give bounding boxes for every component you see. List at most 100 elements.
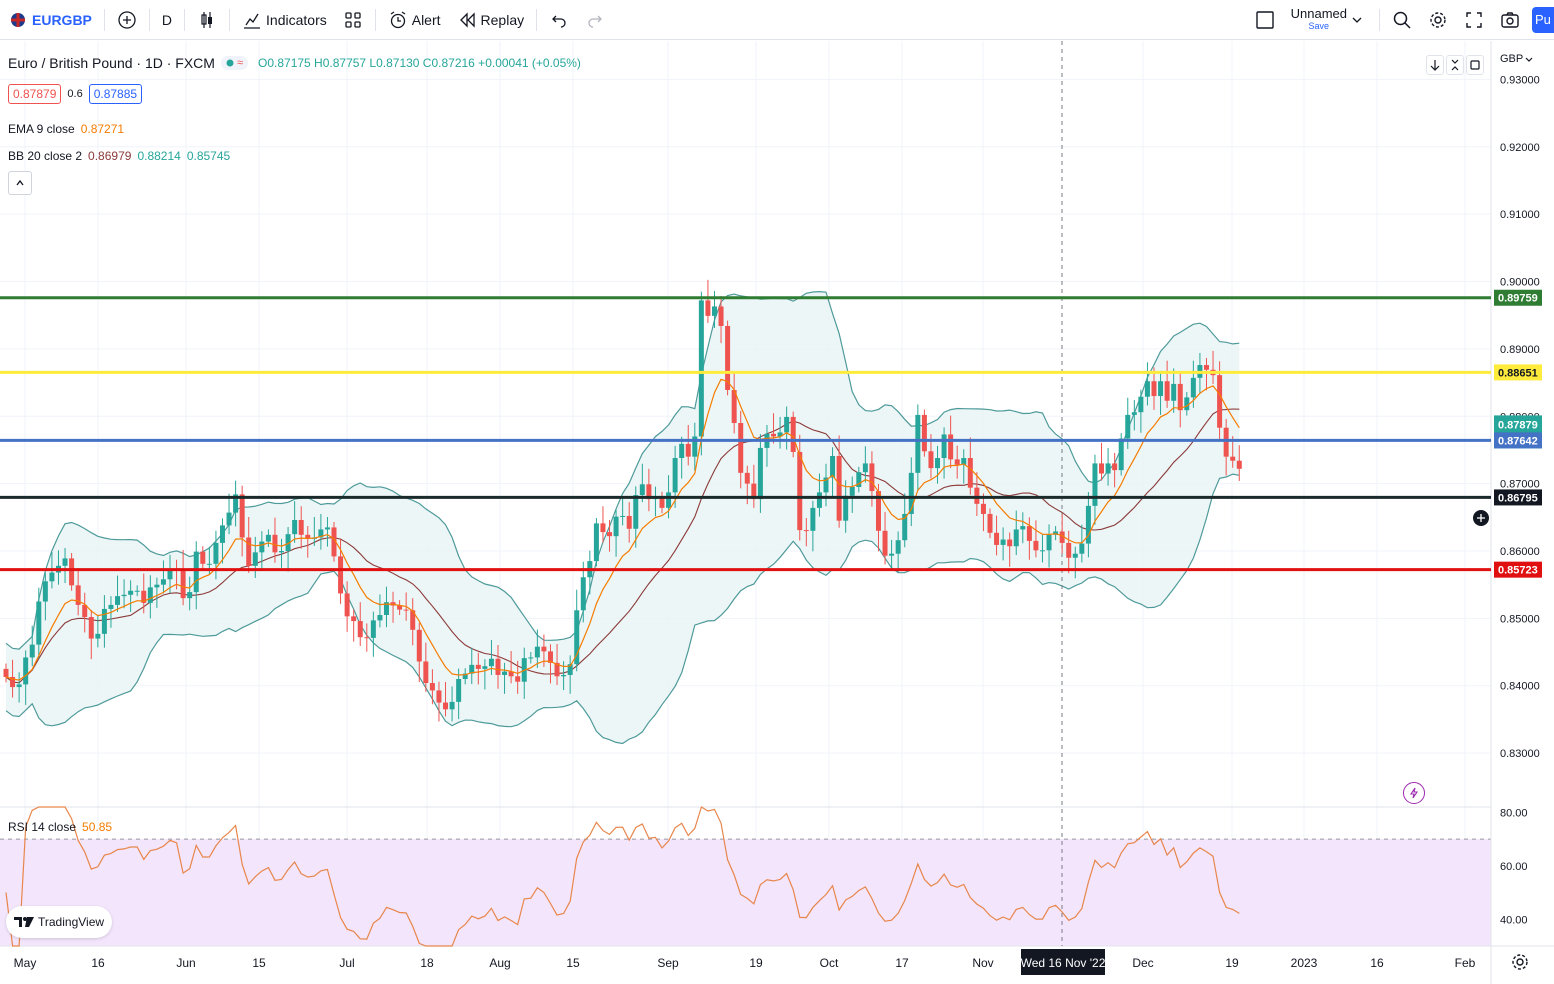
replay-label: Replay [480, 11, 525, 28]
candle-body [672, 458, 678, 493]
candle-body [226, 512, 232, 526]
currency-selector[interactable]: GBP [1500, 53, 1533, 65]
chart-canvas[interactable]: 0.930000.920000.910000.900000.890000.880… [0, 41, 1554, 984]
layout-name-button[interactable]: Unnamed Save [1283, 0, 1375, 40]
settings-button[interactable] [1420, 0, 1456, 40]
candle-body [1112, 463, 1118, 471]
candle-body [233, 494, 239, 513]
candle-body [62, 558, 68, 566]
green-line-label-text: 0.89759 [1498, 293, 1538, 305]
time-axis[interactable]: May 16 Jun 15 Jul 18 Aug 15 Sep 19 Oct 17 Nov Dec 19 20… [14, 949, 1476, 975]
ema-legend[interactable]: EMA 9 close 0.87271 [8, 122, 124, 136]
price-tick-label: 0.84000 [1500, 681, 1540, 693]
publish-button[interactable]: Pu [1532, 7, 1554, 33]
time-tick-label: Oct [820, 956, 839, 970]
candle-body [193, 551, 199, 593]
candle-body [370, 620, 376, 638]
replay-button[interactable]: Replay [449, 0, 533, 40]
maximize-pane-button[interactable] [1466, 55, 1484, 75]
candle-body [711, 306, 717, 316]
ema-line [5, 378, 1240, 681]
price-tick-label: 0.87000 [1500, 479, 1540, 491]
candle-body [725, 325, 731, 390]
candle-body [528, 657, 534, 659]
time-axis-settings-button[interactable] [1510, 952, 1530, 975]
divider [374, 8, 376, 31]
candle-body [679, 443, 685, 459]
candle-body [383, 602, 389, 615]
buy-button[interactable]: 0.87885 [88, 84, 143, 104]
redo-button[interactable] [577, 0, 613, 40]
tradingview-label: TradingView [38, 915, 105, 929]
candle-body [1059, 531, 1065, 543]
rsi-axis[interactable]: 80.00 60.00 40.00 [1500, 807, 1528, 926]
time-tick-label: Jul [339, 956, 354, 970]
candle-body [882, 530, 888, 556]
candle-body [1079, 543, 1085, 554]
tradingview-logo[interactable]: TradingView [6, 906, 113, 938]
candle-body [272, 534, 278, 553]
symbol-title[interactable]: Euro / British Pound · 1D · FXCM [8, 55, 215, 71]
alert-label: Alert [411, 11, 441, 28]
chevron-down-icon [1525, 57, 1533, 62]
time-tick-label: Feb [1455, 956, 1476, 970]
chart-area[interactable]: 0.930000.920000.910000.900000.890000.880… [0, 41, 1554, 984]
templates-button[interactable] [335, 0, 371, 40]
time-tick-label: May [14, 956, 37, 970]
price-tick-label: 0.83000 [1500, 748, 1540, 760]
candle-body [3, 668, 9, 677]
rsi-tick-label: 40.00 [1500, 914, 1528, 926]
gear-icon [1428, 10, 1448, 30]
search-button[interactable] [1384, 0, 1420, 40]
bb-legend[interactable]: BB 20 close 2 0.86979 0.88214 0.85745 [8, 149, 230, 163]
candle-body [961, 458, 967, 465]
indicators-button[interactable]: Indicators [234, 0, 335, 40]
gear-icon [1512, 954, 1528, 970]
currency-label: GBP [1500, 53, 1524, 65]
collapse-legend-button[interactable] [8, 171, 32, 195]
data-window-button[interactable] [1403, 782, 1425, 804]
candle-body [475, 664, 481, 669]
candle-body [154, 584, 160, 588]
rsi-label: RSI 14 close [8, 820, 77, 834]
chart-style-button[interactable] [189, 0, 225, 40]
candle-body [541, 646, 547, 652]
divider [103, 8, 105, 31]
alert-button[interactable]: Alert [380, 0, 449, 40]
candle-body [36, 601, 42, 645]
fullscreen-button[interactable] [1456, 0, 1492, 40]
candle-body [69, 558, 75, 586]
symbol-search-button[interactable]: EURGBP [0, 0, 100, 40]
rsi-legend[interactable]: RSI 14 close 50.85 [8, 820, 112, 834]
candle-body [285, 534, 291, 551]
candle-body [607, 532, 613, 537]
candle-body [495, 658, 501, 675]
lightning-icon [1409, 787, 1419, 799]
rsi-tick-label: 80.00 [1500, 807, 1528, 819]
time-tick-label: 16 [91, 956, 105, 970]
compare-symbol-button[interactable] [109, 0, 145, 40]
candle-body [219, 525, 225, 543]
time-tick-label: 18 [420, 956, 434, 970]
candle-body [928, 451, 934, 469]
add-alert-button[interactable] [1473, 510, 1489, 526]
camera-icon [1500, 10, 1520, 30]
sell-button[interactable]: 0.87879 [8, 84, 62, 104]
maximize-icon [1470, 60, 1480, 70]
collapse-pane-button[interactable] [1446, 55, 1464, 75]
undo-button[interactable] [541, 0, 577, 40]
candle-body [580, 577, 586, 611]
candle-body [561, 674, 567, 677]
candle-body [377, 614, 383, 621]
candle-body [10, 676, 16, 688]
candle-body [843, 495, 849, 521]
pane-controls [1426, 55, 1484, 75]
symbol-flag-icon [8, 10, 28, 30]
interval-button[interactable]: D [161, 11, 173, 28]
horizontal-lines[interactable] [0, 296, 1491, 572]
candle-body [416, 629, 422, 662]
snapshot-button[interactable] [1492, 0, 1528, 40]
multi-chart-layout-button[interactable] [1247, 0, 1283, 40]
move-pane-down-button[interactable] [1426, 55, 1444, 75]
candle-body [331, 527, 337, 557]
